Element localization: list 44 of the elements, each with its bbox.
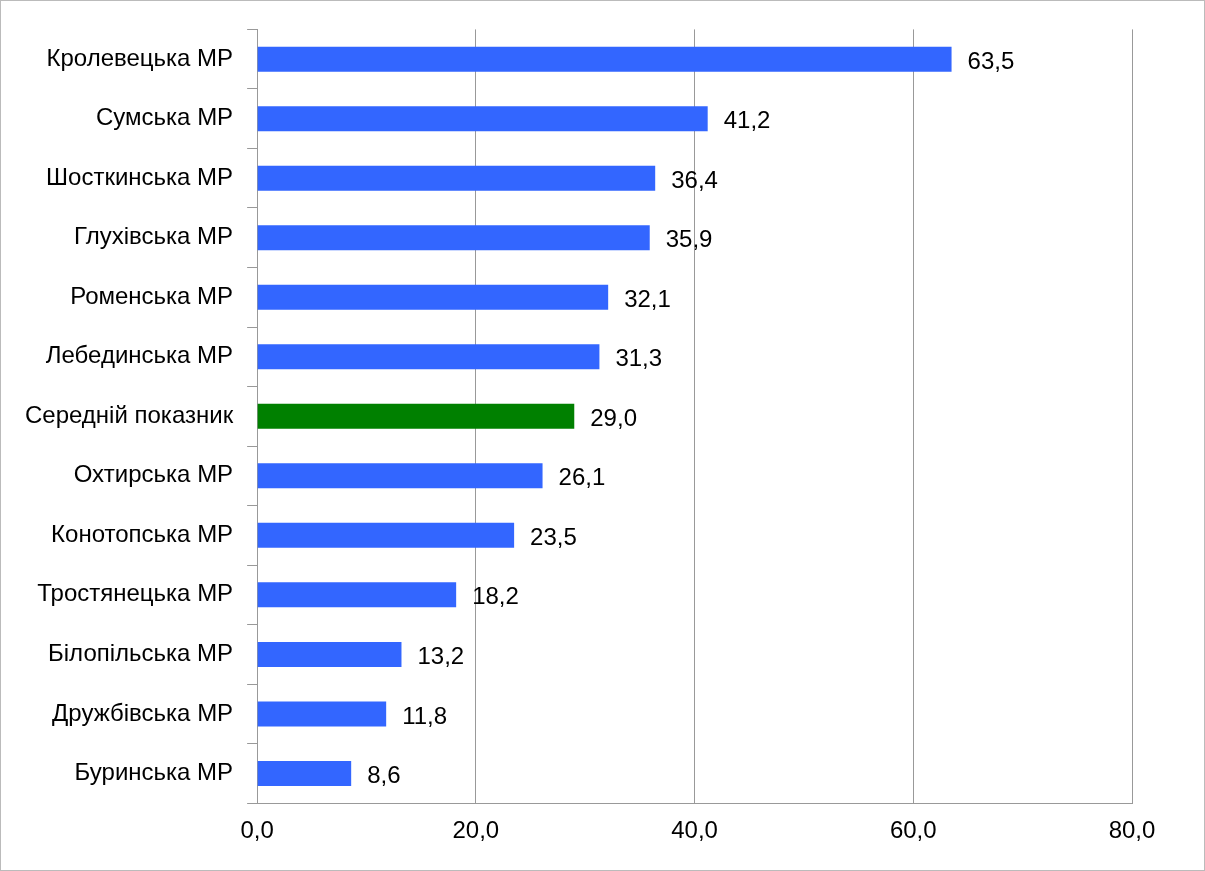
data-label: 31,3 — [615, 344, 663, 372]
data-label: 13,2 — [417, 642, 465, 670]
bar — [257, 106, 708, 132]
y-tick-label: Глухівська МР — [74, 222, 234, 250]
bar — [257, 463, 543, 489]
data-label: 32,1 — [624, 284, 671, 312]
data-label: 63,5 — [967, 46, 1015, 74]
bar — [257, 701, 387, 727]
y-tick-label: Буринська МР — [74, 758, 234, 786]
bar — [257, 225, 650, 251]
data-label: 36,4 — [671, 165, 718, 193]
y-tick-label: Сумська МР — [96, 103, 234, 131]
y-tick-label: Конотопська МР — [51, 519, 234, 547]
y-tick-label: Шосткинська МР — [46, 162, 234, 190]
data-label: 41,2 — [723, 106, 771, 134]
y-tick-label: Білопільська МР — [48, 639, 234, 667]
data-label: 8,6 — [367, 761, 401, 789]
bar — [257, 522, 515, 548]
data-label: 18,2 — [472, 582, 519, 610]
y-tick-label: Кролевецька МР — [46, 43, 234, 71]
bar — [257, 344, 600, 370]
bar — [257, 403, 575, 429]
y-tick-label: Тростянецька МР — [37, 579, 234, 607]
x-tick-label: 80,0 — [1108, 816, 1156, 844]
bar — [257, 641, 402, 667]
data-label: 35,9 — [665, 225, 713, 253]
bar — [257, 760, 352, 786]
bar — [257, 284, 609, 310]
y-tick-label: Лебединська МР — [45, 341, 234, 369]
y-tick-label: Дружбівська МР — [52, 698, 234, 726]
x-tick-label: 0,0 — [240, 816, 274, 844]
y-tick-label: Роменська МР — [70, 281, 234, 309]
data-label: 26,1 — [558, 463, 606, 491]
bar — [257, 165, 656, 191]
y-tick-label: Середній показник — [25, 400, 234, 428]
x-tick-label: 40,0 — [671, 816, 718, 844]
y-tick-label: Охтирська МР — [73, 460, 234, 488]
data-label: 11,8 — [402, 701, 448, 729]
data-label: 29,0 — [590, 403, 637, 431]
bar — [257, 46, 952, 72]
x-tick-label: 60,0 — [889, 816, 937, 844]
bar — [257, 582, 457, 608]
data-label: 23,5 — [530, 522, 577, 550]
x-tick-label: 20,0 — [452, 816, 500, 844]
